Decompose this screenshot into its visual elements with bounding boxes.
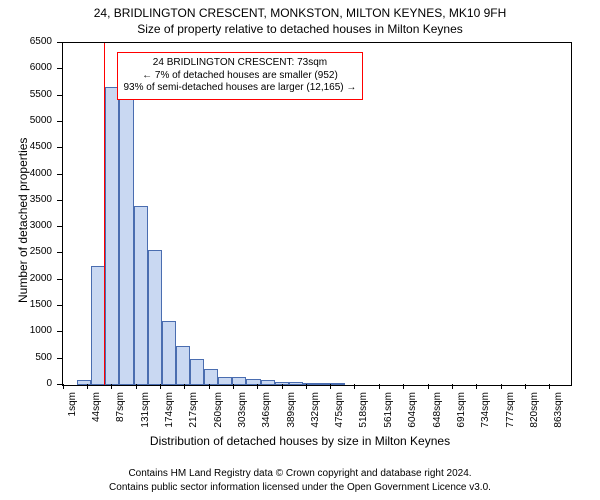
x-tick-label: 217sqm <box>188 392 199 436</box>
histogram-bar <box>204 369 218 385</box>
annotation-box: 24 BRIDLINGTON CRESCENT: 73sqm← 7% of de… <box>117 52 364 100</box>
histogram-bar <box>331 383 345 385</box>
y-tick-mark <box>57 358 62 359</box>
y-tick-mark <box>57 252 62 253</box>
x-tick-label: 303sqm <box>237 392 248 436</box>
y-tick-label: 2500 <box>0 246 52 257</box>
y-tick-label: 4000 <box>0 168 52 179</box>
x-tick-label: 174sqm <box>164 392 175 436</box>
y-tick-mark <box>57 95 62 96</box>
x-tick-label: 648sqm <box>432 392 443 436</box>
property-marker-line <box>104 43 105 385</box>
footer-line-2: Contains public sector information licen… <box>0 482 600 493</box>
y-tick-mark <box>57 121 62 122</box>
y-tick-mark <box>57 68 62 69</box>
x-tick-mark <box>184 384 185 389</box>
annotation-line: ← 7% of detached houses are smaller (952… <box>124 70 357 83</box>
histogram-bar <box>190 359 204 385</box>
y-tick-label: 6000 <box>0 62 52 73</box>
x-tick-mark <box>354 384 355 389</box>
y-tick-label: 3500 <box>0 194 52 205</box>
x-tick-mark <box>136 384 137 389</box>
y-tick-mark <box>57 279 62 280</box>
histogram-bar <box>176 346 190 385</box>
chart-title: 24, BRIDLINGTON CRESCENT, MONKSTON, MILT… <box>0 6 600 20</box>
x-tick-label: 734sqm <box>480 392 491 436</box>
x-tick-label: 131sqm <box>140 392 151 436</box>
y-tick-mark <box>57 384 62 385</box>
y-tick-label: 4500 <box>0 141 52 152</box>
footer-line-1: Contains HM Land Registry data © Crown c… <box>0 468 600 479</box>
x-tick-mark <box>63 384 64 389</box>
x-tick-label: 389sqm <box>286 392 297 436</box>
x-tick-label: 561sqm <box>383 392 394 436</box>
histogram-bar <box>289 382 303 385</box>
histogram-bar <box>119 96 133 385</box>
y-tick-mark <box>57 174 62 175</box>
x-tick-label: 260sqm <box>213 392 224 436</box>
histogram-bar <box>91 266 105 385</box>
x-tick-label: 475sqm <box>334 392 345 436</box>
annotation-line: 93% of semi-detached houses are larger (… <box>124 82 357 95</box>
histogram-bar <box>232 377 246 385</box>
chart-subtitle: Size of property relative to detached ho… <box>0 22 600 36</box>
x-tick-label: 691sqm <box>456 392 467 436</box>
y-tick-label: 500 <box>0 352 52 363</box>
histogram-bar <box>77 380 91 385</box>
x-tick-mark <box>111 384 112 389</box>
x-tick-mark <box>257 384 258 389</box>
x-tick-mark <box>87 384 88 389</box>
x-tick-mark <box>330 384 331 389</box>
y-tick-label: 6500 <box>0 36 52 47</box>
x-tick-label: 777sqm <box>505 392 516 436</box>
y-tick-label: 2000 <box>0 273 52 284</box>
chart-container: 24, BRIDLINGTON CRESCENT, MONKSTON, MILT… <box>0 0 600 500</box>
x-tick-mark <box>476 384 477 389</box>
y-tick-mark <box>57 331 62 332</box>
y-tick-mark <box>57 147 62 148</box>
y-tick-label: 1000 <box>0 325 52 336</box>
x-tick-mark <box>452 384 453 389</box>
x-tick-label: 1sqm <box>67 392 78 436</box>
y-tick-label: 3000 <box>0 220 52 231</box>
x-tick-mark <box>428 384 429 389</box>
y-tick-label: 1500 <box>0 299 52 310</box>
x-axis-label: Distribution of detached houses by size … <box>0 434 600 448</box>
histogram-bar <box>218 377 232 385</box>
y-tick-mark <box>57 305 62 306</box>
y-tick-mark <box>57 42 62 43</box>
histogram-bar <box>317 383 331 385</box>
x-tick-mark <box>233 384 234 389</box>
y-tick-label: 0 <box>0 378 52 389</box>
x-tick-mark <box>549 384 550 389</box>
y-tick-label: 5500 <box>0 89 52 100</box>
x-tick-mark <box>525 384 526 389</box>
histogram-bar <box>162 321 176 385</box>
x-tick-mark <box>209 384 210 389</box>
histogram-bar <box>105 87 119 385</box>
x-tick-mark <box>501 384 502 389</box>
histogram-bar <box>148 250 162 385</box>
x-tick-mark <box>306 384 307 389</box>
histogram-bar <box>134 206 148 385</box>
y-tick-label: 5000 <box>0 115 52 126</box>
x-tick-label: 820sqm <box>529 392 540 436</box>
x-tick-label: 44sqm <box>91 392 102 436</box>
y-tick-mark <box>57 226 62 227</box>
x-tick-label: 518sqm <box>358 392 369 436</box>
x-tick-label: 604sqm <box>407 392 418 436</box>
x-tick-label: 87sqm <box>115 392 126 436</box>
histogram-bar <box>261 380 275 385</box>
x-tick-mark <box>379 384 380 389</box>
x-tick-label: 346sqm <box>261 392 272 436</box>
annotation-line: 24 BRIDLINGTON CRESCENT: 73sqm <box>124 57 357 70</box>
x-tick-label: 863sqm <box>553 392 564 436</box>
x-tick-mark <box>282 384 283 389</box>
histogram-bar <box>246 379 260 385</box>
y-tick-mark <box>57 200 62 201</box>
x-tick-label: 432sqm <box>310 392 321 436</box>
x-tick-mark <box>160 384 161 389</box>
x-tick-mark <box>403 384 404 389</box>
